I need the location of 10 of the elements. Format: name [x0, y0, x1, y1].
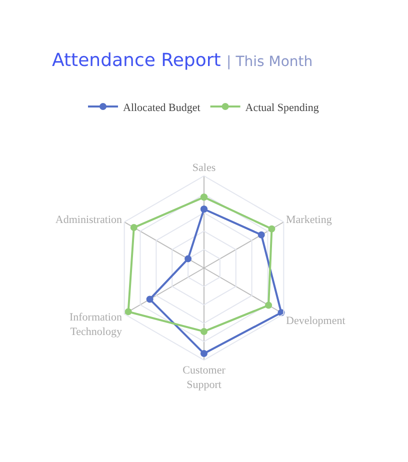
spoke-label: Information Technology [69, 312, 122, 338]
spoke-label: Administration [55, 214, 122, 226]
legend-label: Allocated Budget [123, 102, 200, 114]
spoke-label: Development [286, 315, 346, 328]
chart-subtitle: | This Month [226, 54, 313, 70]
legend-label: Actual Spending [245, 102, 320, 114]
spoke-label: Customer Support [182, 364, 226, 391]
chart-title: Attendance Report [52, 50, 221, 71]
spoke-label: Sales [192, 162, 216, 174]
spoke-label: Marketing [286, 214, 332, 226]
